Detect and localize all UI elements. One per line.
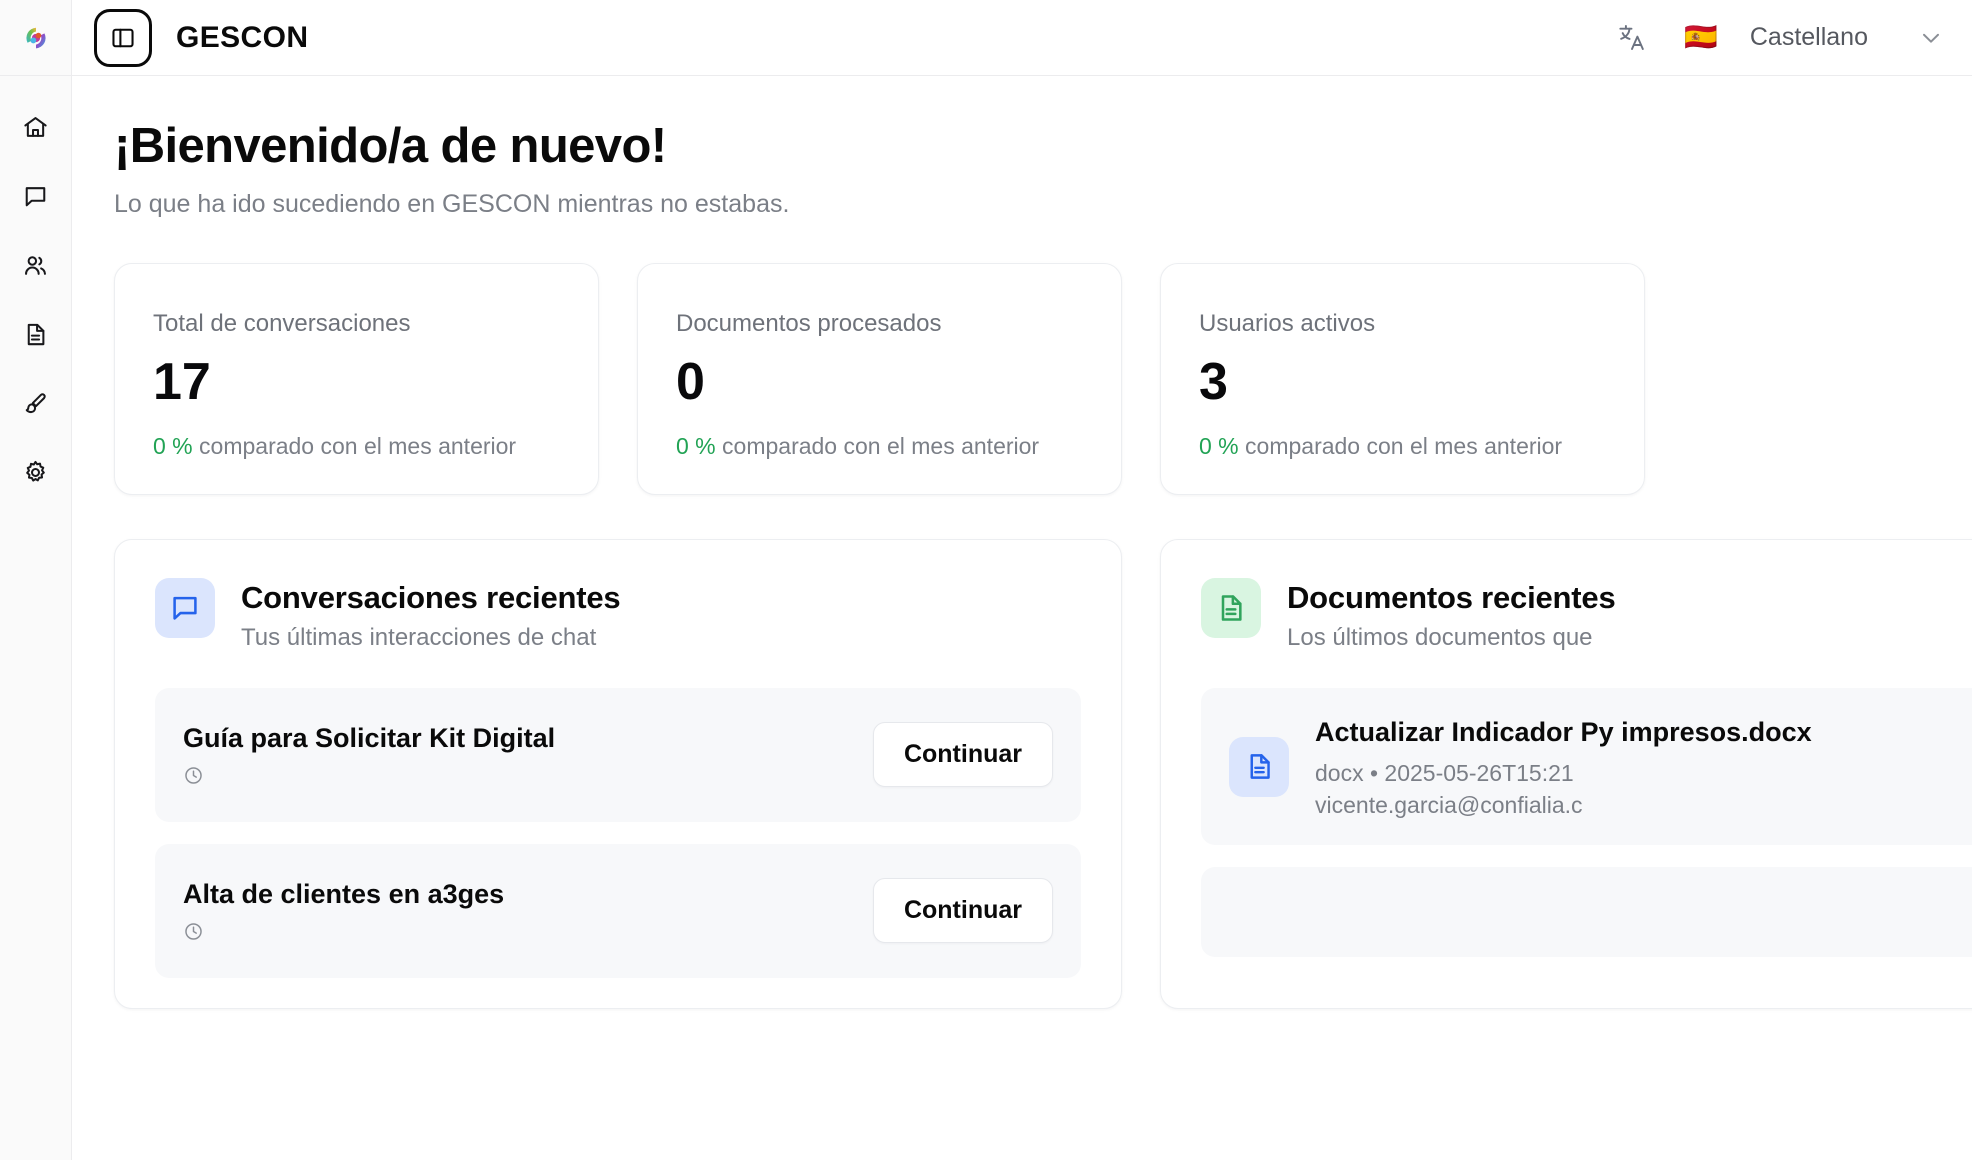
translate-icon xyxy=(1617,22,1648,53)
recent-conversations-panel: Conversaciones recientes Tus últimas int… xyxy=(114,538,1122,1009)
stat-card-documents: Documentos procesados 0 0 % comparado co… xyxy=(637,262,1122,495)
panel-title: Documentos recientes xyxy=(1287,579,1616,615)
clock-icon xyxy=(185,767,202,785)
users-icon xyxy=(25,255,46,275)
chat-icon xyxy=(155,577,215,638)
document-text: Actualizar Indicador Py impresos.docx do… xyxy=(1315,714,1812,819)
stat-label: Total de conversaciones xyxy=(153,309,411,337)
list-item[interactable]: Alta de clientes en a3ges Continuar xyxy=(155,843,1081,978)
conversation-meta xyxy=(183,921,504,942)
gear-icon xyxy=(26,460,45,482)
recent-documents-panel: Documentos recientes Los últimos documen… xyxy=(1160,538,1972,1009)
flag-icon: 🇪🇸 xyxy=(1684,22,1718,52)
stat-card-users: Usuarios activos 3 0 % comparado con el … xyxy=(1160,262,1645,495)
conversation-title: Alta de clientes en a3ges xyxy=(183,879,505,910)
stat-label: Usuarios activos xyxy=(1199,309,1376,337)
document-icon xyxy=(27,323,45,345)
document-icon xyxy=(1229,736,1289,797)
content-inner: ¡Bienvenido/a de nuevo! Lo que ha ido su… xyxy=(72,120,1972,1009)
stat-percent: 0 % xyxy=(1199,432,1239,459)
sidebar-item-users[interactable] xyxy=(13,242,59,288)
chat-icon xyxy=(25,186,46,206)
panel-toggle-icon xyxy=(112,28,134,47)
document-icon xyxy=(1201,577,1261,638)
main-column: GESCON 🇪🇸 Castellano xyxy=(72,0,1972,1160)
panel-subtitle: Los últimos documentos que xyxy=(1287,623,1593,651)
document-title: Actualizar Indicador Py impresos.docx xyxy=(1315,716,1812,747)
brush-icon xyxy=(25,392,46,413)
sidebar-toggle-button[interactable] xyxy=(94,8,152,67)
stat-comparison: comparado con el mes anterior xyxy=(715,432,1040,459)
home-icon xyxy=(24,116,47,137)
documents-list: Actualizar Indicador Py impresos.docx do… xyxy=(1201,687,1972,958)
continue-button[interactable]: Continuar xyxy=(872,878,1053,944)
panel-header: Conversaciones recientes Tus últimas int… xyxy=(155,577,1081,652)
language-selector[interactable]: 🇪🇸 Castellano xyxy=(1617,22,1944,53)
app-title: GESCON xyxy=(176,20,309,54)
document-meta: docx • 2025-05-26T15:21 xyxy=(1315,760,1574,787)
stat-value: 17 xyxy=(153,352,211,411)
stat-percent: 0 % xyxy=(153,432,193,459)
sidebar-logo[interactable] xyxy=(0,0,71,76)
stat-percent: 0 % xyxy=(676,432,716,459)
sidebar-item-home[interactable] xyxy=(13,104,59,150)
panel-title: Conversaciones recientes xyxy=(241,579,621,615)
stat-label: Documentos procesados xyxy=(676,309,942,337)
stat-value: 3 xyxy=(1199,352,1228,411)
conversation-title: Guía para Solicitar Kit Digital xyxy=(183,723,556,754)
sidebar-item-branding[interactable] xyxy=(13,380,59,426)
panels-row: Conversaciones recientes Tus últimas int… xyxy=(114,538,1972,1009)
app-logo-icon xyxy=(25,27,46,48)
panel-header: Documentos recientes Los últimos documen… xyxy=(1201,577,1972,652)
panel-title-group: Conversaciones recientes Tus últimas int… xyxy=(241,578,621,652)
panel-title-group: Documentos recientes Los últimos documen… xyxy=(1287,578,1616,652)
conversation-meta xyxy=(183,765,555,786)
sidebar-item-documents[interactable] xyxy=(13,311,59,357)
sidebar xyxy=(0,0,72,1160)
continue-button[interactable]: Continuar xyxy=(872,722,1053,788)
chevron-down-icon[interactable] xyxy=(1918,25,1944,51)
clock-icon xyxy=(185,923,202,941)
stat-footnote: 0 % comparado con el mes anterior xyxy=(153,433,560,460)
list-item[interactable] xyxy=(1201,867,1972,958)
page-subtitle: Lo que ha ido sucediendo en GESCON mient… xyxy=(114,189,790,218)
sidebar-item-settings[interactable] xyxy=(13,449,59,495)
panel-subtitle: Tus últimas interacciones de chat xyxy=(241,623,597,651)
conversation-text: Alta de clientes en a3ges xyxy=(183,879,504,942)
list-item[interactable]: Actualizar Indicador Py impresos.docx do… xyxy=(1201,687,1972,846)
stat-footnote: 0 % comparado con el mes anterior xyxy=(1199,433,1606,460)
conversations-list: Guía para Solicitar Kit Digital Continua… xyxy=(155,687,1081,978)
conversation-text: Guía para Solicitar Kit Digital xyxy=(183,723,555,786)
list-item[interactable]: Guía para Solicitar Kit Digital Continua… xyxy=(155,687,1081,822)
stat-comparison: comparado con el mes anterior xyxy=(1238,432,1563,459)
stat-card-conversations: Total de conversaciones 17 0 % comparado… xyxy=(114,262,599,495)
language-label: Castellano xyxy=(1749,23,1868,51)
stat-footnote: 0 % comparado con el mes anterior xyxy=(676,433,1083,460)
stat-comparison: comparado con el mes anterior xyxy=(192,432,517,459)
dashboard-content: ¡Bienvenido/a de nuevo! Lo que ha ido su… xyxy=(72,76,1972,1160)
document-owner: vicente.garcia@confialia.c xyxy=(1315,792,1583,819)
sidebar-nav xyxy=(0,104,71,495)
topbar: GESCON 🇪🇸 Castellano xyxy=(72,0,1972,76)
stats-row: Total de conversaciones 17 0 % comparado… xyxy=(114,262,1972,495)
stat-value: 0 xyxy=(676,352,705,411)
sidebar-item-chat[interactable] xyxy=(13,173,59,219)
page-title: ¡Bienvenido/a de nuevo! xyxy=(114,119,667,173)
